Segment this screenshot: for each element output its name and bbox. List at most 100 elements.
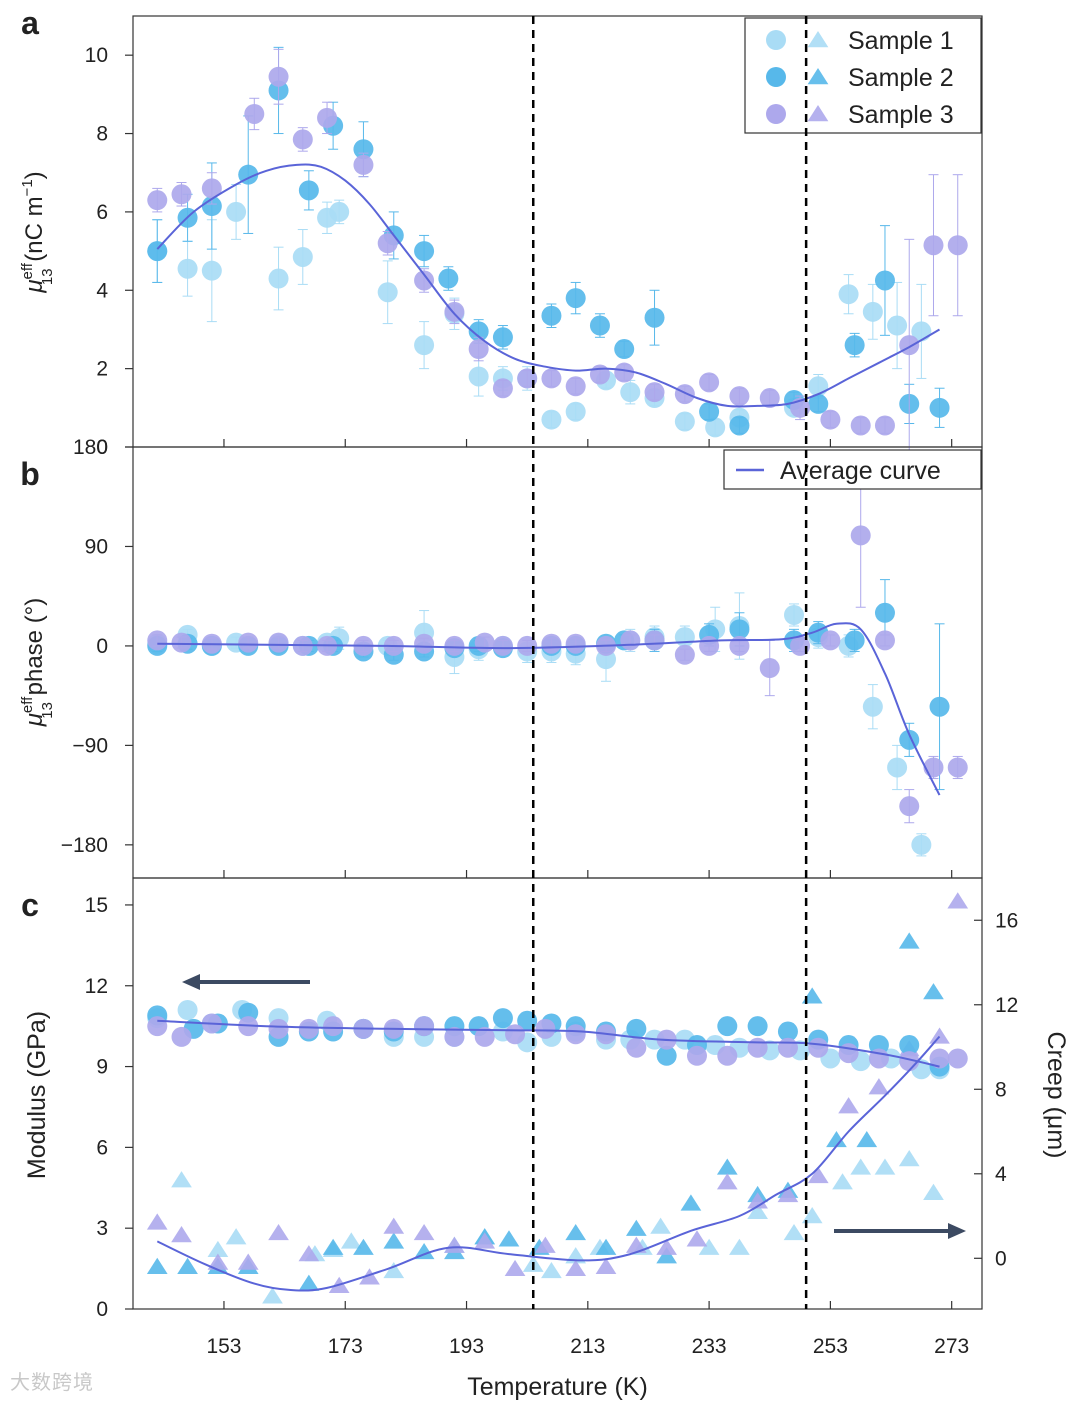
modulus-point	[747, 1037, 768, 1058]
data-point	[171, 632, 192, 653]
data-point	[838, 284, 859, 305]
data-point	[238, 632, 259, 653]
y-tick-label: 0	[96, 635, 108, 658]
data-point	[850, 415, 871, 436]
y-right-tick-label: 8	[995, 1078, 1007, 1101]
legend-label: Average curve	[780, 457, 941, 485]
legend-circle-marker	[766, 67, 786, 87]
creep-point	[353, 1238, 374, 1255]
data-point	[492, 635, 513, 656]
data-point	[820, 409, 841, 430]
modulus-point	[147, 1016, 168, 1037]
y-tick-label: −90	[72, 734, 108, 757]
modulus-point	[298, 1018, 319, 1039]
data-point	[292, 129, 313, 150]
data-point	[644, 382, 665, 403]
x-tick-label: 233	[692, 1335, 727, 1358]
data-point	[541, 409, 562, 430]
panel-c: c 0 3 6 9 12 15 0 4 8 12 16 Modulus (GPa) Creep (μm)	[21, 877, 1070, 1321]
modulus-point	[565, 1024, 586, 1045]
data-point	[147, 190, 168, 211]
creep-point	[383, 1217, 405, 1234]
creep-point	[850, 1158, 872, 1175]
panel-b: b 180 90 0 −90 −180 μeff 13 phase (°) Average cu…	[19, 436, 983, 879]
modulus-point	[474, 1026, 495, 1047]
data-point	[298, 180, 319, 201]
data-point	[784, 604, 805, 625]
data-point	[226, 201, 247, 222]
data-point	[874, 630, 895, 651]
creep-point	[383, 1232, 405, 1249]
data-point	[699, 401, 720, 422]
modulus-point	[717, 1016, 738, 1037]
x-tick-label: 173	[328, 1335, 363, 1358]
data-point	[444, 635, 465, 656]
y-label-sup: eff	[19, 696, 36, 713]
modulus-point	[171, 1026, 192, 1047]
average-modulus-curve	[157, 1019, 940, 1068]
data-point	[565, 401, 586, 422]
watermark-text: 大数跨境	[10, 1370, 94, 1394]
modulus-point	[947, 1048, 968, 1069]
data-point	[329, 201, 350, 222]
data-point	[492, 378, 513, 399]
data-point	[699, 635, 720, 656]
series-sample-2	[147, 579, 950, 791]
modulus-point	[323, 1016, 344, 1037]
data-point	[438, 268, 459, 289]
series-sample-3	[147, 48, 968, 452]
y-tick-label: 6	[96, 1136, 108, 1159]
creep-point	[923, 1183, 944, 1200]
y-label-symbol: μ	[21, 713, 48, 727]
legend-label: Sample 2	[848, 64, 954, 92]
modulus-series-sample-1	[147, 999, 950, 1080]
y-label-text: phase (°)	[21, 598, 48, 702]
modulus-point	[492, 1008, 513, 1029]
creep-point	[383, 1261, 405, 1279]
data-point	[147, 630, 168, 651]
data-point	[292, 246, 313, 267]
creep-point	[595, 1238, 617, 1255]
y-tick-label: 10	[85, 44, 108, 67]
y-label-close: )	[21, 171, 48, 179]
average-curve	[157, 622, 941, 796]
legend-circle-marker	[766, 104, 786, 124]
data-point	[862, 301, 883, 322]
creep-point	[444, 1236, 465, 1253]
creep-point	[874, 1158, 896, 1175]
creep-point	[801, 1207, 823, 1224]
data-point	[353, 154, 374, 175]
creep-point	[625, 1219, 647, 1236]
creep-point	[929, 1027, 950, 1044]
y-right-tick-label: 12	[995, 994, 1018, 1017]
creep-point	[565, 1259, 587, 1277]
y-tick-label: 12	[85, 975, 108, 998]
y-label-sub: 13	[39, 702, 56, 719]
shared-axes: 153 173 193 213 233 253 273 Temperature (K)	[206, 16, 969, 1401]
x-tick-label: 273	[934, 1335, 969, 1358]
y-tick-label: 15	[85, 894, 108, 917]
creep-point	[504, 1259, 526, 1277]
creep-point	[298, 1274, 320, 1291]
creep-point	[868, 1078, 890, 1095]
y-label-sub: 13	[39, 268, 56, 285]
data-point	[644, 630, 665, 651]
modulus-point	[444, 1026, 465, 1047]
data-point	[911, 834, 932, 855]
data-point	[862, 696, 883, 717]
creep-point	[680, 1194, 702, 1211]
panel-letter: c	[21, 887, 39, 923]
modulus-point	[777, 1037, 798, 1058]
creep-point	[826, 1130, 847, 1148]
data-point	[729, 635, 750, 656]
creep-point	[898, 932, 920, 949]
creep-point	[807, 1166, 829, 1184]
data-point	[268, 632, 289, 653]
creep-point	[838, 1097, 859, 1114]
data-point	[947, 757, 968, 778]
data-point	[492, 327, 513, 348]
y-label-text: (nC m	[21, 196, 48, 268]
modulus-point	[838, 1043, 859, 1064]
modulus-point	[626, 1018, 647, 1039]
data-point	[614, 362, 635, 383]
